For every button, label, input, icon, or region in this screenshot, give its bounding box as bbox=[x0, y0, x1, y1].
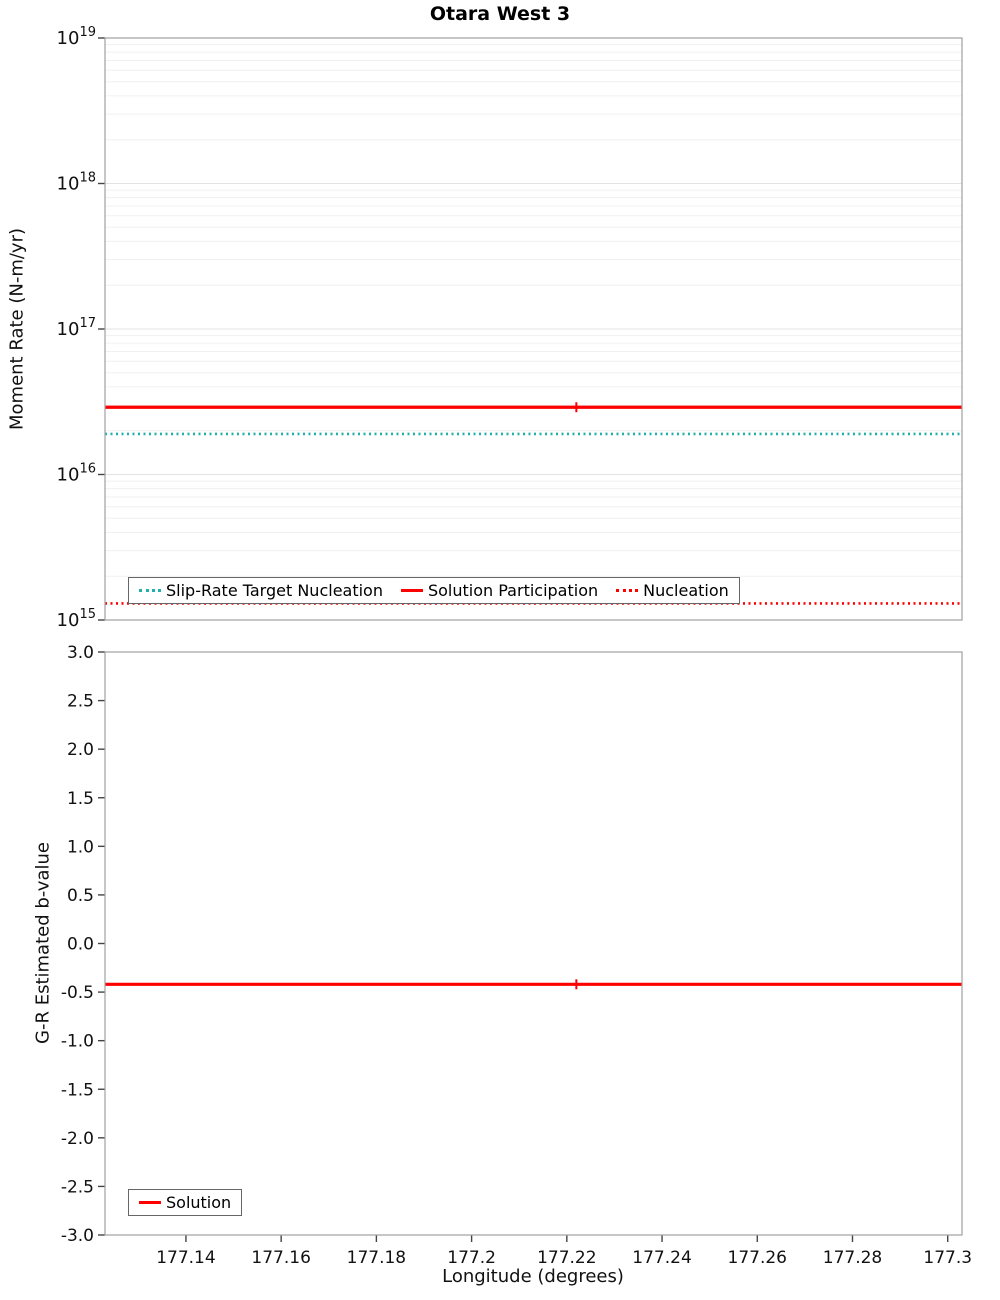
x-tick-label: 177.18 bbox=[347, 1248, 406, 1268]
chart-title: Otara West 3 bbox=[429, 3, 571, 25]
y-tick-label: 0.0 bbox=[67, 935, 94, 955]
plot-border-moment-rate bbox=[104, 37, 963, 621]
nucleation-line-swatch bbox=[616, 589, 639, 592]
x-tick-label: 177.3 bbox=[923, 1248, 972, 1268]
y-axis-label-b-value: G-R Estimated b-value bbox=[32, 842, 54, 1044]
y-tick-label: 2.0 bbox=[67, 740, 94, 760]
legend-item-nucleation: Nucleation bbox=[616, 581, 729, 600]
legend-label: Solution bbox=[166, 1193, 232, 1212]
y-tick-label: 2.5 bbox=[67, 692, 94, 712]
x-tick-label: 177.26 bbox=[728, 1248, 787, 1268]
legend-b-value: Solution bbox=[128, 1189, 243, 1216]
y-tick-label: -0.5 bbox=[61, 983, 94, 1003]
x-tick-label: 177.16 bbox=[251, 1248, 310, 1268]
y-tick-label: -3.0 bbox=[61, 1226, 94, 1246]
solution-participation-line-swatch bbox=[400, 589, 423, 592]
x-tick-label: 177.24 bbox=[632, 1248, 691, 1268]
y-tick-label: -1.0 bbox=[61, 1032, 94, 1052]
y-tick-label: 1019 bbox=[57, 25, 96, 49]
y-tick-label: 1018 bbox=[57, 171, 96, 195]
plot-border-b-value bbox=[104, 651, 963, 1236]
solution-line-swatch bbox=[139, 1201, 161, 1204]
legend-label: Solution Participation bbox=[427, 581, 599, 600]
y-tick-label: 3.0 bbox=[67, 643, 94, 663]
x-tick-label: 177.14 bbox=[156, 1248, 215, 1268]
legend-label: Nucleation bbox=[643, 581, 729, 600]
y-tick-label: 1016 bbox=[57, 462, 96, 486]
legend-item-slip-rate-target: Slip-Rate Target Nucleation bbox=[139, 581, 383, 600]
y-tick-label: -1.5 bbox=[61, 1080, 94, 1100]
legend-item-solution-participation: Solution Participation bbox=[400, 581, 599, 600]
y-tick-label: 1017 bbox=[57, 316, 96, 340]
y-tick-label: 1.0 bbox=[67, 837, 94, 857]
x-tick-label: 177.2 bbox=[447, 1248, 496, 1268]
slip-rate-target-line-swatch bbox=[139, 589, 161, 592]
y-tick-label: 1.5 bbox=[67, 789, 94, 809]
x-tick-label: 177.22 bbox=[537, 1248, 596, 1268]
legend-label: Slip-Rate Target Nucleation bbox=[166, 581, 383, 600]
y-tick-label: 0.5 bbox=[67, 886, 94, 906]
x-axis-label-longitude: Longitude (degrees) bbox=[442, 1266, 624, 1287]
y-tick-label: 1015 bbox=[57, 607, 96, 631]
y-axis-label-moment-rate: Moment Rate (N-m/yr) bbox=[6, 228, 28, 430]
legend-moment-rate: Slip-Rate Target Nucleation Solution Par… bbox=[128, 577, 740, 604]
legend-item-solution: Solution bbox=[139, 1193, 231, 1212]
y-tick-label: -2.0 bbox=[61, 1129, 94, 1149]
x-tick-label: 177.28 bbox=[823, 1248, 882, 1268]
y-tick-label: -2.5 bbox=[61, 1177, 94, 1197]
